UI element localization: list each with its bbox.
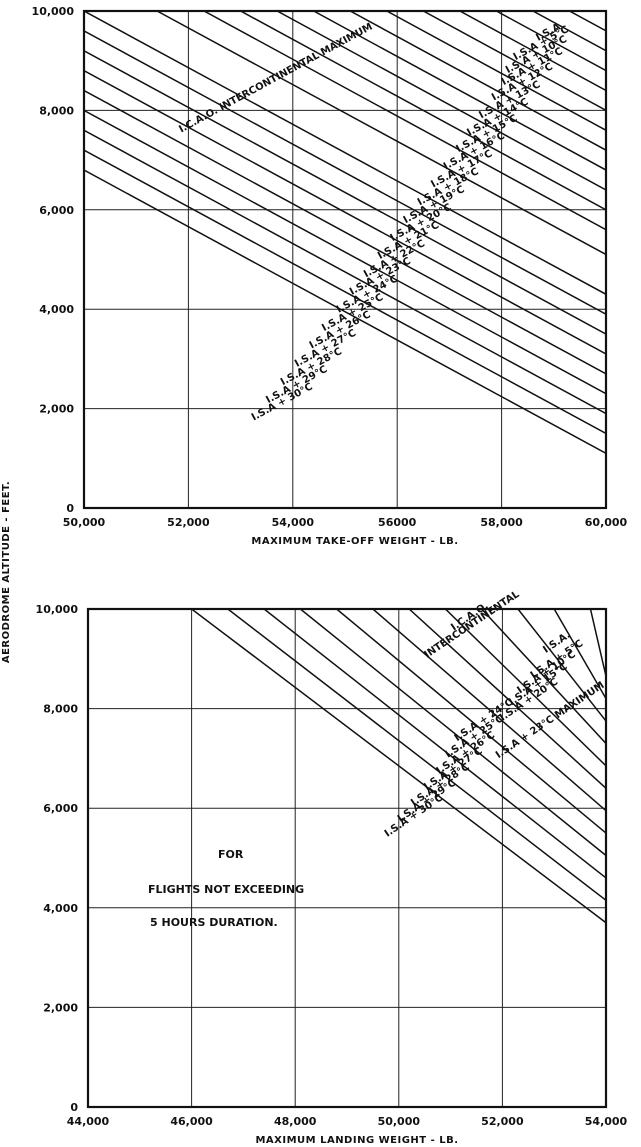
takeoff-temperature-line xyxy=(84,129,606,415)
takeoff-temperature-line xyxy=(422,11,606,112)
landing-temperature-line xyxy=(553,609,606,700)
landing-temperature-line xyxy=(372,609,606,812)
landing-x-axis-title: MAXIMUM LANDING WEIGHT - LB. xyxy=(255,1135,458,1146)
takeoff-temperature-line xyxy=(313,11,606,171)
landing-note-line: 5 HOURS DURATION. xyxy=(150,916,278,929)
takeoff-temperature-line xyxy=(84,169,606,454)
takeoff-y-tick-label: 8,000 xyxy=(39,104,74,117)
landing-temperature-line xyxy=(191,609,606,924)
landing-diagonal-lines xyxy=(191,609,606,924)
landing-temperature-line xyxy=(589,609,606,677)
takeoff-temperature-line xyxy=(240,11,606,211)
takeoff-y-tick-label: 6,000 xyxy=(39,204,74,217)
takeoff-plot-frame xyxy=(82,9,608,510)
takeoff-temperature-line xyxy=(459,11,606,92)
landing-temperature-line xyxy=(299,609,606,857)
landing-x-tick-label: 50,000 xyxy=(378,1115,421,1128)
landing-y-tick-label: 0 xyxy=(70,1101,78,1114)
takeoff-x-tick-label: 54,000 xyxy=(272,516,315,529)
landing-x-tick-label: 48,000 xyxy=(274,1115,317,1128)
takeoff-temperature-line xyxy=(84,89,606,375)
takeoff-x-tick-label: 56000 xyxy=(378,516,417,529)
landing-temperature-line xyxy=(263,609,606,879)
takeoff-temperature-line xyxy=(496,11,606,72)
takeoff-temperature-line xyxy=(84,69,606,355)
take-off-weight-chart: 50,000 52,000 54,000 56000 58,000 60,000 0 2,00… xyxy=(32,5,628,547)
landing-x-tick-label: 52,000 xyxy=(481,1115,524,1128)
landing-temperature-line xyxy=(336,609,606,834)
takeoff-y-tick-label: 0 xyxy=(66,502,74,515)
takeoff-temperature-line xyxy=(203,11,606,231)
takeoff-temperature-line xyxy=(84,30,606,315)
takeoff-x-axis-title: MAXIMUM TAKE-OFF WEIGHT - LB. xyxy=(251,536,458,547)
landing-x-tick-label: 54,000 xyxy=(585,1115,628,1128)
landing-temperature-line xyxy=(481,609,606,744)
landing-y-tick-label: 4,000 xyxy=(43,902,78,915)
landing-temperature-line xyxy=(444,609,606,767)
takeoff-x-tick-label: 50,000 xyxy=(63,516,106,529)
takeoff-temperature-line xyxy=(156,11,606,256)
landing-x-tick-label: 46,000 xyxy=(170,1115,213,1128)
landing-temperature-line xyxy=(408,609,606,789)
takeoff-temperature-line xyxy=(276,11,606,191)
takeoff-temperature-line xyxy=(532,11,606,52)
takeoff-y-tick-label: 10,000 xyxy=(32,5,75,18)
takeoff-temperature-line xyxy=(386,11,606,131)
landing-y-tick-label: 8,000 xyxy=(43,703,78,716)
landing-y-tick-label: 10,000 xyxy=(36,603,79,616)
landing-y-tick-label: 2,000 xyxy=(43,1001,78,1014)
landing-weight-chart: 44,000 46,000 48,000 50,000 52,000 54,000 0 2,0… xyxy=(36,589,628,1146)
takeoff-temperature-line xyxy=(84,109,606,395)
takeoff-temperature-line xyxy=(84,50,606,335)
takeoff-y-tick-label: 2,000 xyxy=(39,403,74,416)
landing-temperature-line xyxy=(517,609,606,722)
takeoff-temperature-line xyxy=(84,149,606,435)
takeoff-x-tick-label: 52,000 xyxy=(167,516,210,529)
shared-y-axis-title: AERODROME ALTITUDE - FEET. xyxy=(1,481,12,663)
landing-line-label: INTERCONTINENTAL xyxy=(423,589,522,661)
takeoff-diagonal-lines xyxy=(84,11,606,454)
takeoff-temperature-line xyxy=(84,11,606,295)
landing-temperature-line xyxy=(227,609,606,901)
takeoff-x-tick-label: 58,000 xyxy=(480,516,523,529)
landing-note-line: FLIGHTS NOT EXCEEDING xyxy=(148,883,304,896)
takeoff-temperature-line xyxy=(349,11,606,151)
landing-x-tick-label: 44,000 xyxy=(67,1115,110,1128)
takeoff-x-tick-label: 60,000 xyxy=(585,516,628,529)
landing-note-line: FOR xyxy=(218,848,244,861)
takeoff-temperature-line xyxy=(569,11,606,32)
landing-y-tick-label: 6,000 xyxy=(43,802,78,815)
takeoff-y-tick-label: 4,000 xyxy=(39,303,74,316)
landing-plot-frame xyxy=(86,607,608,1109)
